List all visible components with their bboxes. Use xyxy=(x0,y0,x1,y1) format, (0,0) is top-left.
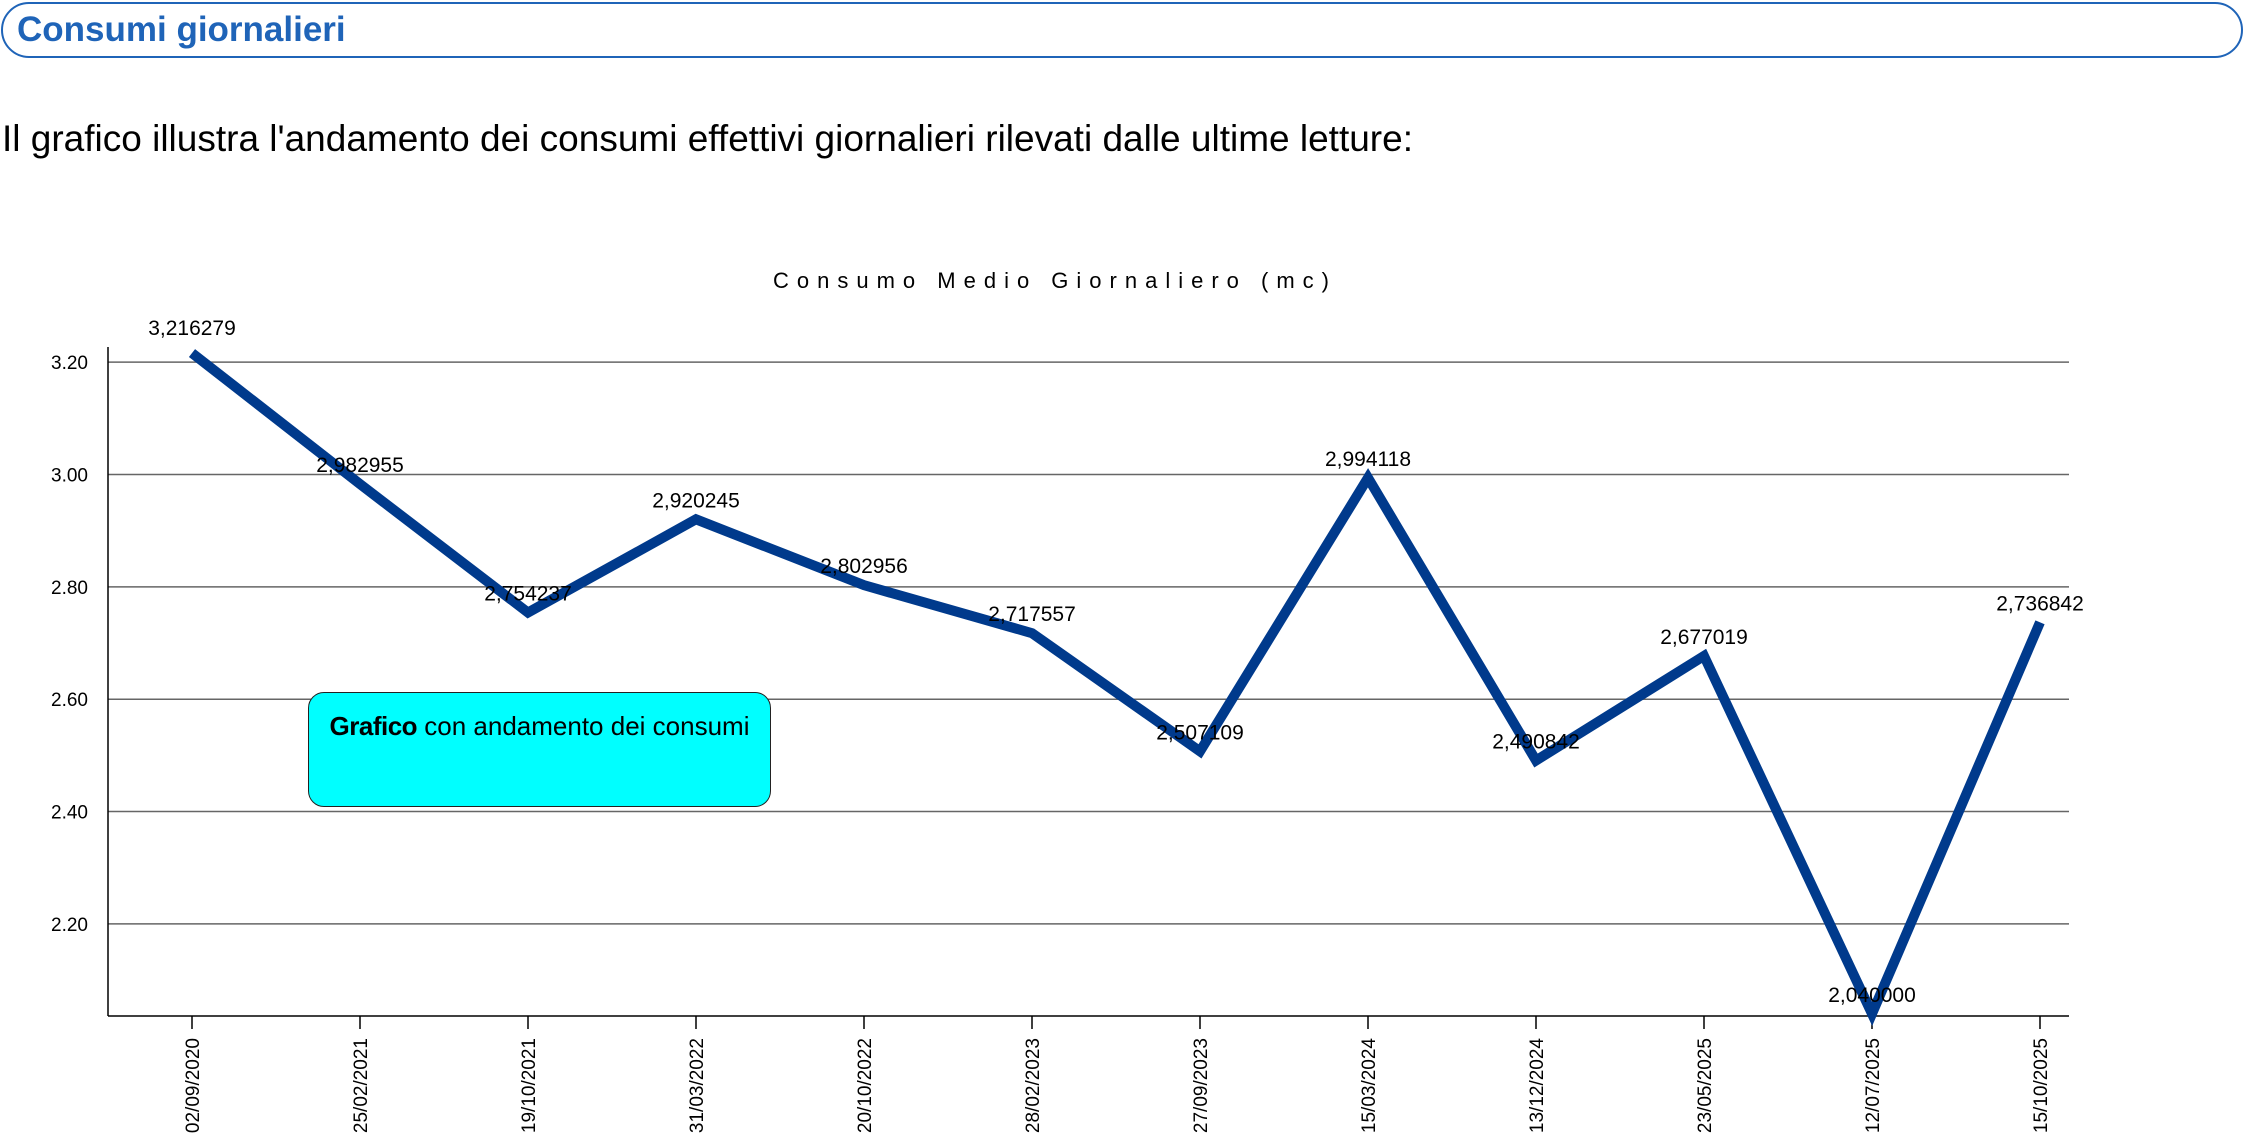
section-title: Consumi giornalieri xyxy=(17,10,346,49)
x-tick-label: 02/09/2020 xyxy=(183,1038,204,1133)
data-label: 3,216279 xyxy=(148,317,236,340)
data-label: 2,994118 xyxy=(1325,448,1411,471)
data-label: 2,754237 xyxy=(484,583,572,606)
data-label: 2,736842 xyxy=(1996,592,2084,615)
section-header: Consumi giornalieri xyxy=(1,2,2243,58)
x-tick-label: 15/10/2025 xyxy=(2031,1038,2052,1133)
data-label: 2,982955 xyxy=(316,454,404,477)
data-label: 2,717557 xyxy=(988,603,1076,626)
y-tick-label: 2.60 xyxy=(51,690,88,711)
data-label: 2,802956 xyxy=(820,555,908,578)
callout-bold: Grafico xyxy=(329,711,418,741)
x-tick-label: 31/03/2022 xyxy=(687,1038,708,1133)
x-tick-label: 15/03/2024 xyxy=(1359,1038,1380,1134)
y-tick-label: 2.80 xyxy=(51,578,88,599)
x-tick-label: 13/12/2024 xyxy=(1527,1038,1548,1134)
data-label: 2,677019 xyxy=(1660,626,1748,649)
x-tick-label: 12/07/2025 xyxy=(1863,1038,1884,1133)
data-label: 2,507109 xyxy=(1156,721,1244,744)
data-label: 2,040000 xyxy=(1828,984,1916,1007)
intro-text: Il grafico illustra l'andamento dei cons… xyxy=(2,118,1413,159)
callout-text: con andamento dei consumi xyxy=(417,711,750,741)
y-tick-label: 3.00 xyxy=(51,466,88,487)
x-tick-label: 28/02/2023 xyxy=(1023,1038,1044,1133)
x-tick-label: 27/09/2023 xyxy=(1191,1038,1212,1133)
y-tick-label: 2.40 xyxy=(51,803,88,824)
x-tick-label: 20/10/2022 xyxy=(855,1038,876,1133)
y-tick-label: 2.20 xyxy=(51,915,88,936)
chart-callout: Grafico con andamento dei consumi xyxy=(308,692,771,807)
data-label: 2,490842 xyxy=(1492,731,1580,754)
y-tick-label: 3.20 xyxy=(51,353,88,374)
x-tick-label: 25/02/2021 xyxy=(351,1038,372,1133)
chart-title: Consumo Medio Giornaliero (mc) xyxy=(773,268,1337,293)
x-tick-label: 23/05/2025 xyxy=(1695,1038,1716,1133)
data-label: 2,920245 xyxy=(652,489,740,512)
x-tick-label: 19/10/2021 xyxy=(519,1038,540,1133)
data-line xyxy=(188,349,2045,1026)
